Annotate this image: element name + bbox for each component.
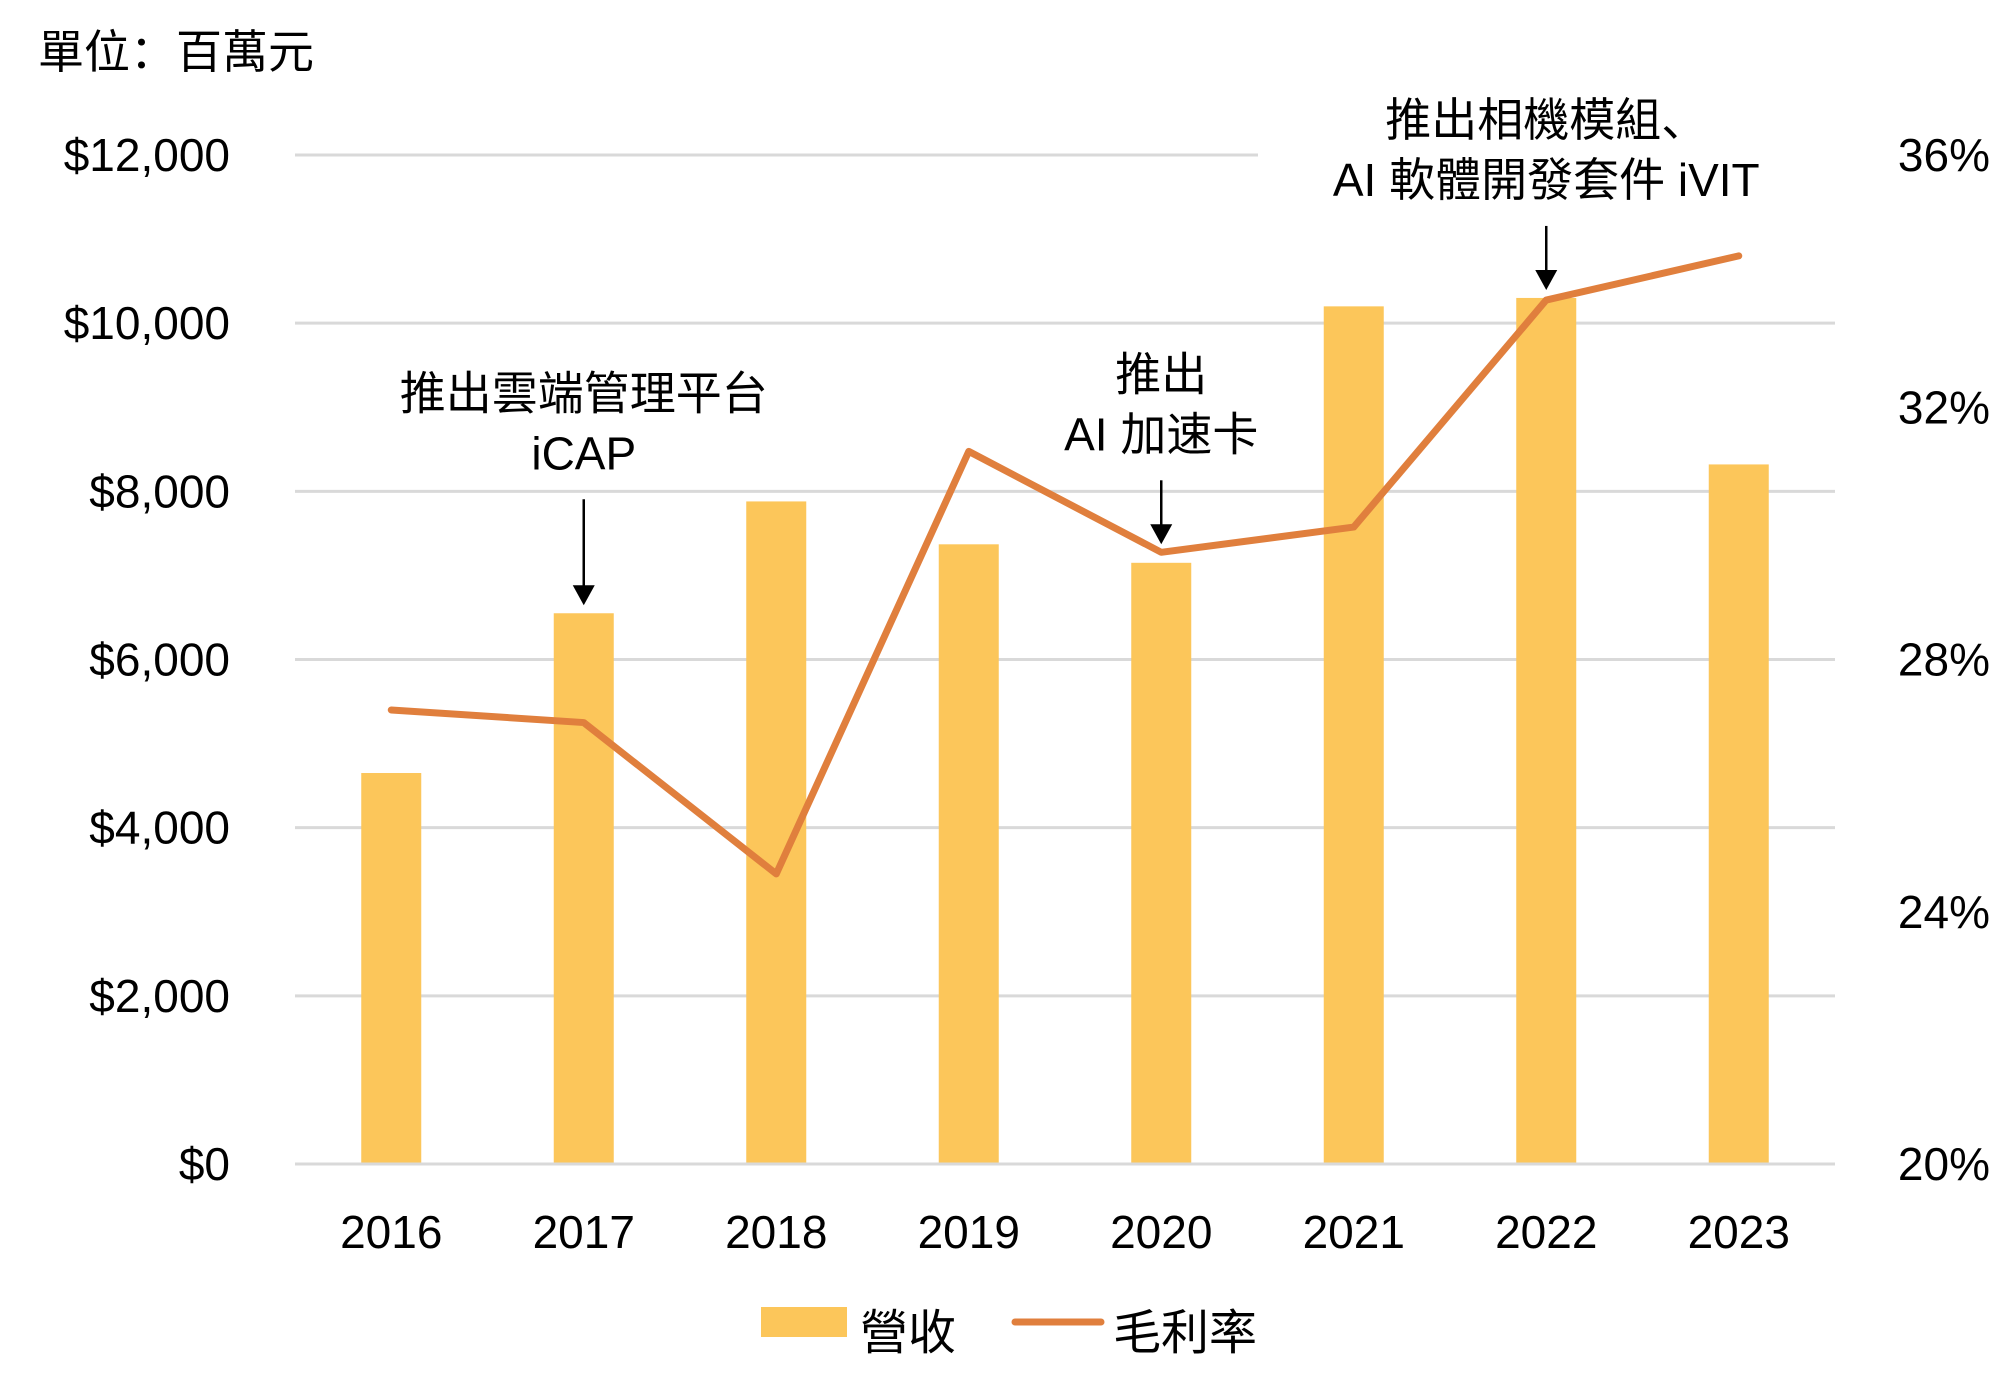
- y-right-tick-label: 32%: [1898, 381, 1990, 433]
- bar: [1708, 464, 1769, 1165]
- x-tick-label: 2019: [918, 1206, 1020, 1258]
- annotation-text: 推出相機模組、: [1385, 94, 1707, 146]
- bar: [1516, 297, 1577, 1165]
- annotation-text: 推出雲端管理平台: [400, 367, 768, 419]
- y-left-tick-label: $12,000: [64, 129, 230, 181]
- axes: $0 $2,000 $4,000 $6,000 $8,000 $10,000 $12,000…: [64, 129, 1990, 1258]
- grid-lines: [295, 151, 1835, 998]
- legend-label-bar: 營收: [860, 1307, 956, 1360]
- y-right-tick-label: 28%: [1898, 634, 1990, 686]
- x-tick-label: 2021: [1303, 1206, 1405, 1258]
- down-arrow-icon: [1150, 524, 1173, 545]
- y-left-tick-label: $6,000: [89, 634, 230, 686]
- y-left-tick-label: $8,000: [89, 465, 230, 517]
- y-left-tick-label: $2,000: [89, 970, 230, 1022]
- legend-label-line: 毛利率: [1113, 1307, 1257, 1360]
- x-tick-label: 2020: [1110, 1206, 1212, 1258]
- down-arrow-icon: [572, 585, 595, 606]
- bar: [553, 613, 614, 1164]
- margin-line: [387, 252, 1743, 878]
- y-right-tick-label: 24%: [1898, 886, 1990, 938]
- down-arrow-icon: [1535, 269, 1558, 290]
- x-tick-label: 2018: [725, 1206, 827, 1258]
- x-tick-label: 2017: [533, 1206, 635, 1258]
- annotation: 推出相機模組、 AI 軟體開發套件 iVIT: [1333, 94, 1760, 290]
- legend-swatch-bar: [761, 1307, 847, 1337]
- y-right-tick-label: 36%: [1898, 129, 1990, 181]
- annotations: 推出雲端管理平台 iCAP 推出 AI 加速卡 推出相機模組、 AI 軟體開發套件 iVI…: [400, 94, 1760, 606]
- unit-label: 單位：百萬元: [38, 26, 314, 78]
- annotation: 推出雲端管理平台 iCAP: [400, 367, 768, 606]
- x-tick-label: 2016: [340, 1206, 442, 1258]
- bar: [1131, 562, 1192, 1164]
- annotation-text: AI 加速卡: [1064, 408, 1258, 460]
- y-left-tick-label: $0: [179, 1138, 230, 1190]
- annotation-text: iCAP: [531, 427, 636, 479]
- y-left-tick-label: $10,000: [64, 297, 230, 349]
- gridline-mask: [1258, 151, 1835, 159]
- bar: [361, 773, 422, 1164]
- annotation-text: AI 軟體開發套件 iVIT: [1333, 154, 1760, 206]
- x-tick-label: 2023: [1688, 1206, 1790, 1258]
- annotation: 推出 AI 加速卡: [1064, 348, 1258, 545]
- bar-series: [361, 297, 1769, 1165]
- bar: [1323, 306, 1384, 1165]
- x-tick-label: 2022: [1495, 1206, 1597, 1258]
- annotation-text: 推出: [1115, 348, 1207, 400]
- y-right-tick-label: 20%: [1898, 1138, 1990, 1190]
- bar: [938, 544, 999, 1164]
- line-series: [387, 252, 1743, 878]
- legend: 營收 毛利率: [761, 1307, 1257, 1360]
- y-left-tick-label: $4,000: [89, 802, 230, 854]
